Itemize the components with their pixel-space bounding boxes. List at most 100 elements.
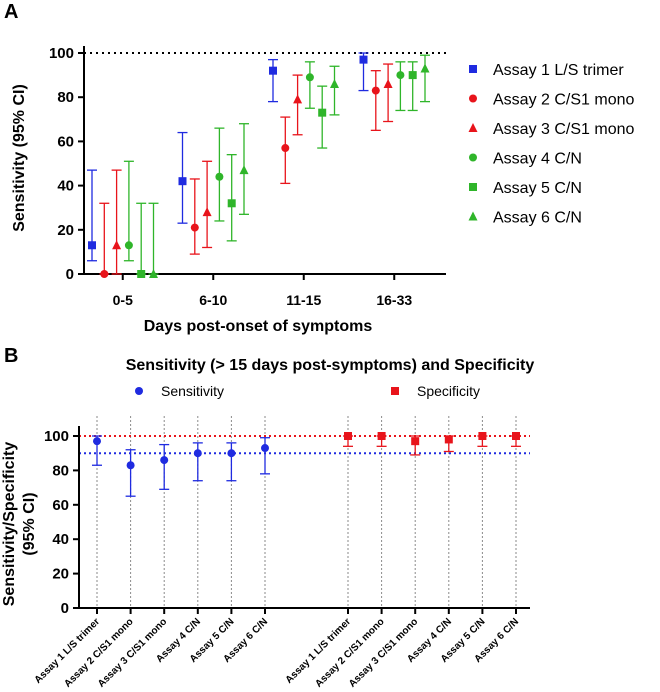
panel-a-error-bar	[136, 202, 147, 275]
panel-a-data-point	[227, 199, 236, 208]
panel-a-data-point	[178, 177, 187, 186]
panel-a-legend: Assay 1 L/S trimer Assay 2 C/S1 mono Assay…	[468, 62, 635, 227]
panel-b-data-point	[344, 432, 352, 440]
panel-a-error-bar	[99, 202, 110, 275]
panel-b-error-bar	[125, 449, 136, 497]
panel-a-y-tick-label: 100	[49, 45, 74, 62]
panel-b-data-point	[193, 449, 202, 458]
panel-b-error-bar	[226, 442, 237, 482]
panel-a-data-point	[330, 78, 339, 88]
panel-a-y-tick-label: 20	[57, 222, 74, 239]
panel-a-x-tick-label: 11-15	[286, 292, 321, 308]
panel-b: B Sensitivity (> 15 days post-symptoms) …	[1, 345, 534, 690]
panel-a-error-bar	[304, 61, 315, 109]
panel-b-y-tick-label: 80	[52, 462, 69, 479]
panel-a-data-point	[215, 172, 224, 181]
panel-a-error-bar	[226, 154, 237, 242]
panel-a-y-tick-label: 80	[57, 89, 74, 106]
panel-b-legend-label: Sensitivity	[161, 383, 224, 399]
panel-b-legend-marker	[135, 387, 143, 395]
panel-a-legend-marker	[468, 211, 478, 221]
panel-a-legend-marker	[469, 65, 477, 73]
panel-a-legend-label: Assay 5 C/N	[493, 180, 582, 197]
panel-b-label: B	[4, 345, 18, 367]
panel-a-legend-marker	[469, 94, 477, 103]
panel-b-data-point	[93, 437, 101, 446]
panel-a-data-point	[202, 207, 212, 217]
panel-b-y-axis-title: Sensitivity/Specificity (95% CI)	[1, 442, 38, 607]
panel-b-y-tick-label: 40	[52, 531, 69, 548]
panel-b-data-point	[227, 449, 236, 458]
panel-b-error-bar	[159, 443, 170, 490]
panel-a-x-tick-label: 0-5	[113, 292, 133, 308]
panel-a-data-point	[293, 94, 303, 104]
panel-a-error-bar	[317, 85, 328, 149]
panel-b-y-axis-title-line-1: Sensitivity/Specificity	[1, 442, 18, 607]
panel-a-data-point	[269, 66, 277, 75]
panel-a-data-point	[281, 144, 290, 153]
panel-a-data-point	[359, 55, 368, 64]
panel-a-error-bar	[148, 202, 159, 275]
panel-a-error-bar	[420, 54, 430, 103]
panel-b-legend-marker	[391, 387, 399, 395]
panel-b-legend: Sensitivity Specificity	[135, 383, 480, 399]
panel-b-data-point	[160, 456, 169, 465]
panel-a-y-tick-label: 0	[66, 266, 74, 283]
panel-b-data-point	[444, 435, 453, 444]
panel-a-data-point	[100, 270, 109, 278]
panel-a-legend-marker	[468, 123, 478, 132]
panel-a-x-axis-title: Days post-onset of symptoms	[144, 318, 373, 335]
panel-a-data-point	[396, 71, 405, 80]
panel-a-legend-label: Assay 2 C/S1 mono	[493, 92, 635, 109]
panel-a-x-tick-label: 16-33	[376, 292, 412, 308]
panel-a-y-axis-title: Sensitivity (95% CI)	[11, 84, 28, 232]
panel-a-y-tick-label: 40	[57, 178, 74, 195]
panel-a-data-point	[112, 240, 122, 250]
panel-b-marks	[92, 432, 521, 497]
panel-b-y-tick-label: 60	[52, 497, 69, 514]
panel-b-data-point	[126, 461, 135, 470]
panel-a-legend-marker	[469, 153, 477, 162]
panel-a-legend-label: Assay 3 C/S1 mono	[493, 121, 635, 138]
panel-b-data-point	[512, 432, 520, 440]
panel-a-error-bar	[111, 169, 122, 275]
panel-a-legend-marker	[469, 183, 477, 191]
panel-a-error-bar	[395, 61, 406, 112]
panel-b-y-axis-title-line-2: (95% CI)	[21, 492, 38, 555]
panel-a-error-bar	[407, 61, 418, 112]
panel-b-x-tick-label: Assay 1 L/S trimer	[33, 616, 103, 686]
panel-b-error-bar	[192, 442, 203, 482]
panel-a-error-bar	[292, 74, 303, 136]
panel-a-data-point	[88, 241, 96, 250]
panel-a-data-point	[124, 241, 133, 250]
panel-a-data-point	[371, 86, 380, 95]
panel-a-data-point	[239, 165, 249, 175]
panel-a: A Sensitivity (95% CI) Days post-onset o…	[4, 1, 635, 335]
panel-a-data-point	[408, 71, 417, 80]
panel-b-data-point	[261, 444, 269, 453]
panel-b-y-tick-label: 20	[52, 566, 69, 583]
panel-a-axes: 0 20 40 60 80 100 0-5 6-10 11-15 16-33	[49, 45, 446, 308]
panel-b-error-bar	[260, 437, 270, 475]
panel-b-title: Sensitivity (> 15 days post-symptoms) an…	[126, 357, 535, 374]
panel-a-label: A	[4, 1, 18, 23]
panel-a-error-bar	[329, 65, 340, 116]
panel-a-error-bar	[202, 160, 213, 249]
panel-a-data-point	[137, 270, 146, 278]
panel-a-data-point	[318, 108, 327, 117]
panel-a-marks	[87, 52, 430, 278]
panel-b-legend-label: Specificity	[417, 383, 480, 399]
panel-a-data-point	[190, 223, 199, 232]
panel-a-data-point	[420, 63, 430, 73]
panel-a-x-tick-label: 6-10	[199, 292, 227, 308]
panel-b-data-point	[377, 432, 386, 440]
panel-b-x-tick-label: Assay 1 L/S trimer	[284, 616, 354, 686]
panel-b-data-point	[411, 437, 420, 446]
panel-a-legend-label: Assay 4 C/N	[493, 151, 582, 168]
panel-a-error-bar	[268, 58, 278, 103]
panel-a-legend-label: Assay 6 C/N	[493, 210, 582, 227]
panel-a-data-point	[383, 78, 393, 88]
panel-a-error-bar	[189, 178, 200, 255]
